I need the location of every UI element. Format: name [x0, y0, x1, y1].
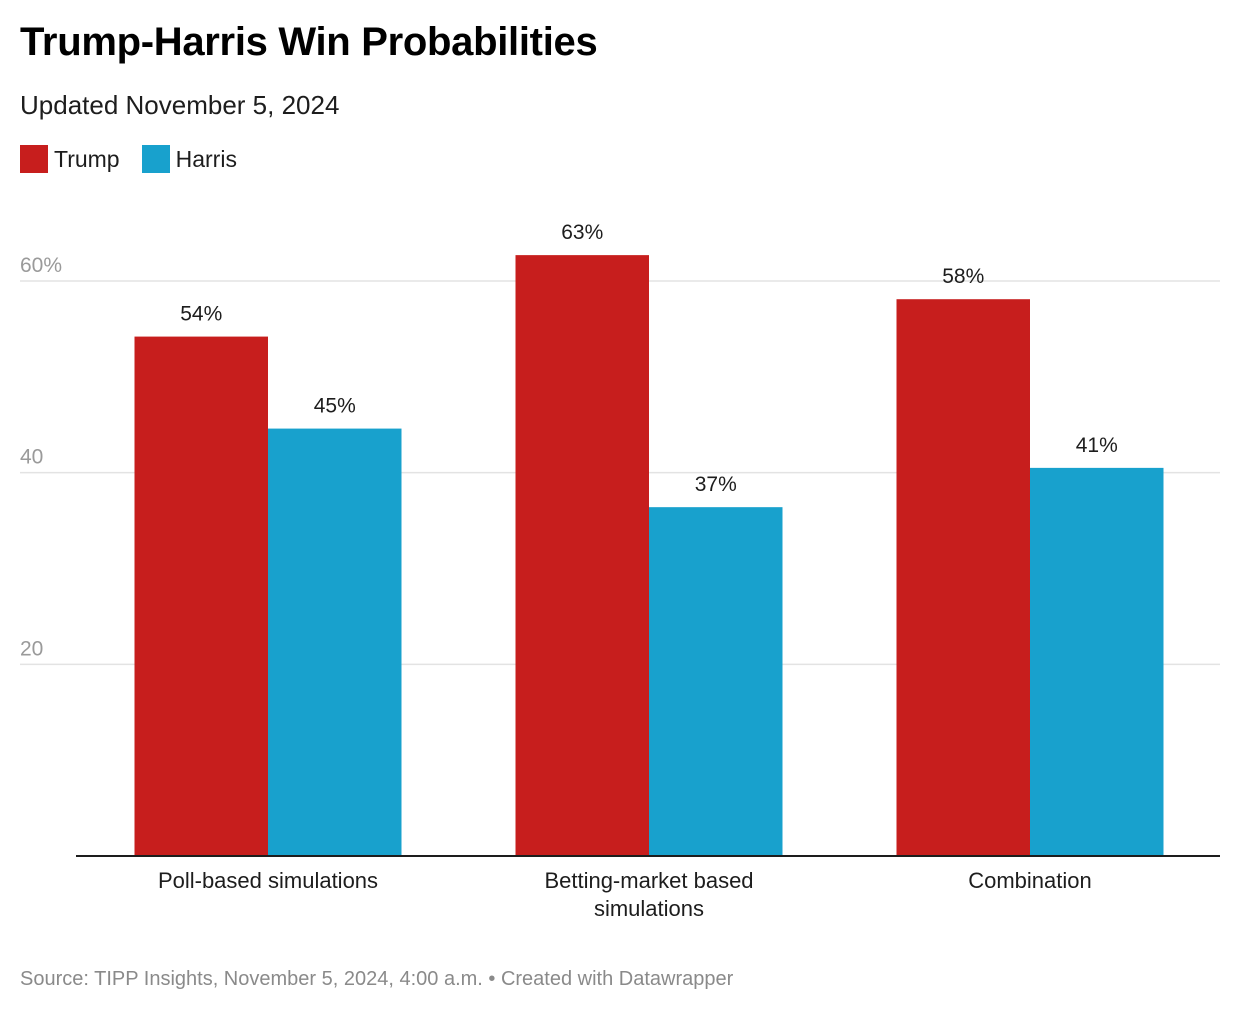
- legend-item-harris: Harris: [141, 145, 237, 173]
- data-label-trump: 54%: [180, 303, 222, 326]
- data-label-trump: 58%: [942, 265, 984, 288]
- bar-trump: [896, 299, 1030, 856]
- legend-swatch-harris: [141, 145, 170, 173]
- axes: Poll-based simulations Betting-market bas…: [76, 855, 1220, 921]
- legend-item-trump: Trump: [20, 145, 120, 173]
- bar-harris: [268, 428, 402, 856]
- x-tick-label-line: Betting-market based: [544, 868, 753, 893]
- data-labels: 54% 63% 58% 45% 37% 41%: [180, 221, 1118, 496]
- bar-harris: [1030, 467, 1164, 856]
- data-label-harris: 37%: [695, 473, 737, 496]
- x-tick-label: Betting-market based simulations: [544, 868, 753, 921]
- x-tick-label: Poll-based simulations: [158, 868, 378, 893]
- data-label-harris: 45%: [314, 395, 356, 418]
- y-tick-label: 60%: [20, 254, 62, 277]
- bars: [134, 255, 1164, 856]
- chart-title: Trump-Harris Win Probabilities: [20, 20, 598, 64]
- legend: Trump Harris: [20, 145, 259, 173]
- source-note: Source: TIPP Insights, November 5, 2024,…: [20, 968, 734, 990]
- y-tick-label: 20: [20, 637, 43, 660]
- data-label-trump: 63%: [561, 221, 603, 244]
- chart-subtitle: Updated November 5, 2024: [20, 90, 340, 120]
- bar-trump: [515, 255, 649, 856]
- y-tick-label: 40: [20, 446, 43, 469]
- data-label-harris: 41%: [1076, 434, 1118, 457]
- x-tick-label-line: Poll-based simulations: [158, 868, 378, 893]
- bar-harris: [649, 507, 783, 856]
- x-tick-label-line: simulations: [594, 896, 704, 921]
- x-tick-label-line: Combination: [968, 868, 1092, 893]
- bar-trump: [134, 336, 268, 856]
- legend-swatch-trump: [20, 145, 48, 173]
- x-tick-label: Combination: [968, 868, 1092, 893]
- legend-label-harris: Harris: [175, 145, 237, 172]
- legend-label-trump: Trump: [54, 145, 120, 172]
